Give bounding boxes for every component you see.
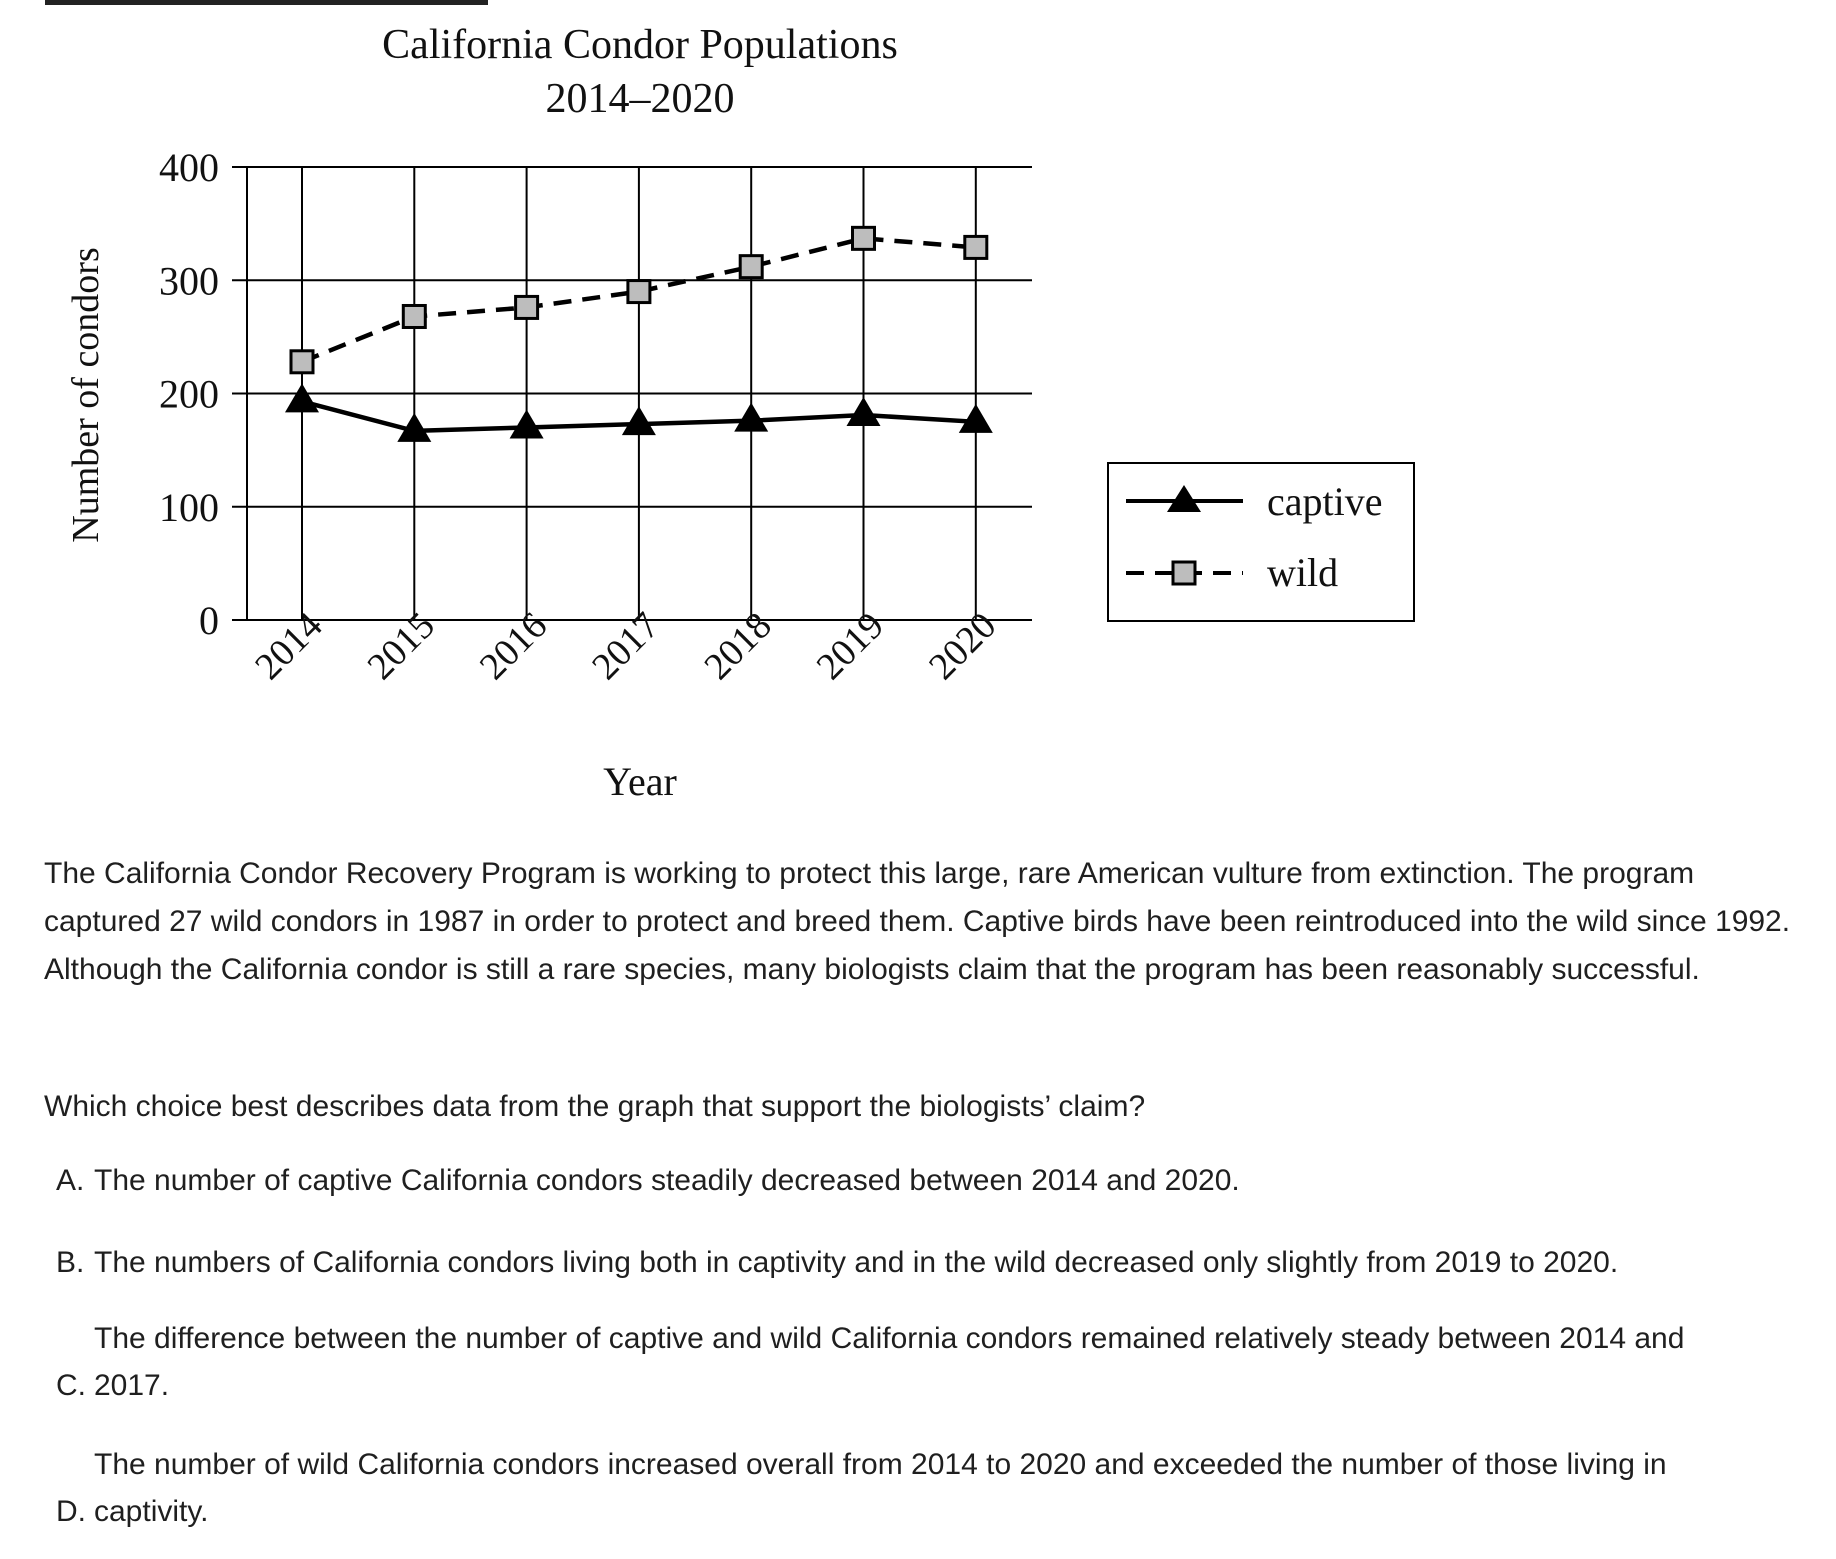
captive-point (846, 397, 881, 427)
x-tick-label: 2018 (696, 604, 779, 687)
wild-point (514, 294, 540, 320)
chart-title: California Condor Populations (382, 22, 898, 68)
option-c-text-line2: 2017. (94, 1369, 170, 1402)
captive-point (285, 383, 319, 413)
y-tick-label: 0 (199, 598, 219, 643)
option-c-text-line1: The difference between the number of cap… (94, 1322, 1685, 1355)
captive-point (397, 412, 432, 442)
captive-point (509, 409, 544, 439)
captive-point (621, 406, 656, 436)
chart-subtitle: 2014–2020 (546, 76, 735, 122)
option-d-letter: D. (56, 1495, 86, 1528)
y-tick-label: 100 (159, 485, 219, 530)
captive-point (734, 402, 769, 432)
x-tick-label: 2019 (809, 604, 892, 687)
wild-point (851, 225, 876, 251)
y-axis-label: Number of condors (65, 247, 107, 542)
plot-grid (232, 166, 1032, 621)
option-c-letter: C. (56, 1369, 86, 1402)
passage-text: The California Condor Recovery Program i… (44, 857, 1791, 986)
legend: captive wild (1107, 462, 1415, 622)
x-tick-label: 2020 (921, 604, 1004, 687)
legend-wild-label: wild (1267, 550, 1338, 595)
wild-point (738, 254, 764, 280)
condor-population-chart: California Condor Populations 2014–2020 … (65, 22, 1415, 804)
wild-point (401, 303, 427, 329)
option-d-text-line1: The number of wild California condors in… (94, 1448, 1667, 1481)
question-text: Which choice best describes data from th… (44, 1090, 1146, 1123)
option-b-letter: B. (56, 1246, 85, 1279)
wild-point (963, 234, 989, 260)
legend-wild-marker (1171, 560, 1197, 586)
x-tick-label: 2015 (360, 604, 443, 687)
captive-point (958, 403, 993, 433)
x-tick-label: 2014 (247, 604, 330, 687)
top-divider (45, 0, 488, 5)
y-tick-label: 200 (159, 372, 219, 417)
option-b-text: The numbers of California condors living… (94, 1246, 1619, 1279)
x-tick-label: 2016 (472, 604, 555, 687)
option-d-text-line2: captivity. (94, 1495, 209, 1528)
option-c[interactable]: The difference between the number of cap… (56, 1315, 1816, 1409)
wild-point (289, 349, 315, 375)
option-b[interactable]: B. The numbers of California condors livi… (56, 1239, 1816, 1286)
y-tick-label: 400 (159, 145, 219, 190)
legend-box (1107, 462, 1415, 622)
y-tick-label: 300 (159, 258, 219, 303)
series-layer (285, 225, 993, 442)
wild-point (626, 279, 652, 305)
option-a-text: The number of captive California condors… (94, 1164, 1240, 1197)
x-tick-label: 2017 (584, 604, 667, 687)
legend-captive-label: captive (1267, 479, 1383, 524)
option-a[interactable]: A. The number of captive California condo… (56, 1157, 1816, 1204)
x-axis-label: Year (603, 759, 677, 804)
option-a-letter: A. (56, 1164, 85, 1197)
option-d[interactable]: The number of wild California condors in… (56, 1441, 1816, 1535)
legend-captive-marker (1167, 485, 1201, 512)
